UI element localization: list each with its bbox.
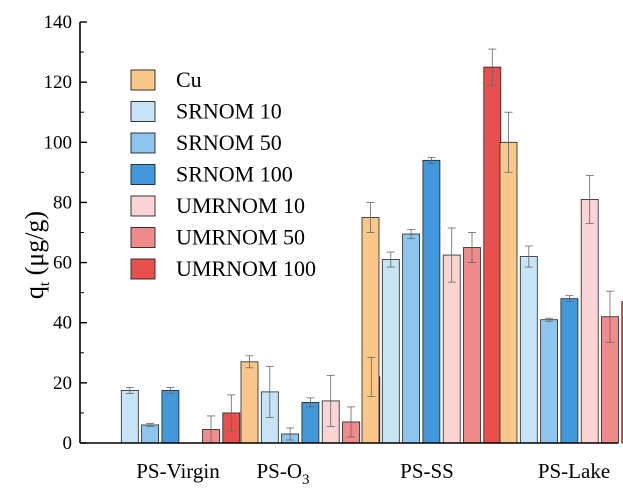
bar-2-4 (442, 254, 461, 444)
error-bars (125, 48, 614, 444)
y-tick-label-40: 40 (53, 313, 72, 334)
error-bar-3-4 (585, 174, 594, 224)
legend-swatch-4 (130, 195, 156, 217)
error-bar-2-2 (407, 229, 416, 239)
error-bar-0-3 (166, 386, 175, 394)
bar-1-0 (240, 361, 259, 444)
legend-swatch-3 (130, 164, 156, 185)
bar-2-0 (361, 217, 380, 444)
error-bar-1-6 (367, 356, 376, 397)
bar-3-2 (540, 319, 558, 444)
error-bar-3-5 (606, 290, 614, 343)
legend-swatch-5 (130, 227, 156, 248)
bar-3-3 (560, 298, 579, 444)
legend-label-1: SRNOM 10 (176, 99, 282, 124)
error-bar-3-0 (504, 111, 513, 173)
legend-swatch-0 (130, 69, 156, 91)
y-tick-label-20: 20 (53, 373, 72, 394)
y-ticks: 0 20 40 60 80 100 120 140 (44, 12, 87, 454)
error-bar-2-0 (366, 202, 375, 233)
error-bar-1-4 (326, 374, 335, 427)
x-category-label-1: PS-O3 (256, 459, 309, 488)
error-bar-1-1 (265, 365, 274, 418)
legend-swatch-2 (130, 132, 156, 154)
error-bar-1-5 (347, 406, 355, 438)
legend-label-5: UMRNOM 50 (176, 225, 305, 250)
y-tick-label-140: 140 (44, 12, 73, 33)
error-bar-1-0 (245, 355, 254, 369)
bar-3-4 (580, 199, 599, 444)
error-bar-3-3 (565, 295, 574, 303)
error-bar-2-3 (427, 156, 436, 164)
bar-2-1 (381, 259, 400, 444)
error-bar-2-6 (488, 48, 497, 86)
bar-1-3 (301, 402, 320, 444)
error-bar-0-2 (146, 423, 155, 427)
bar-0-3 (161, 389, 180, 444)
error-bar-0-1 (125, 386, 134, 394)
bar-3-0 (499, 141, 518, 444)
y-tick-label-120: 120 (44, 72, 73, 93)
y-tick-label-80: 80 (53, 192, 72, 213)
x-category-label-2: PS-SS (400, 459, 454, 483)
legend-label-3: SRNOM 100 (176, 162, 293, 187)
x-category-label-3: PS-Lake (538, 459, 610, 483)
bar-3-6 (621, 301, 623, 444)
error-bar-2-5 (468, 232, 476, 263)
y-axis-label: qt (μg/g) (20, 211, 53, 299)
legend-swatch-6 (130, 258, 156, 280)
legend-label-0: Cu (176, 67, 202, 92)
error-bar-3-2 (545, 317, 554, 322)
bar-2-5 (463, 247, 481, 444)
legend-label-6: UMRNOM 100 (176, 256, 316, 281)
bar-0-2 (141, 424, 160, 444)
legend-label-2: SRNOM 50 (176, 130, 282, 155)
bar-2-2 (402, 233, 421, 444)
bar-2-6 (483, 66, 502, 444)
y-tick-label-0: 0 (63, 433, 73, 454)
error-bar-1-2 (286, 427, 295, 441)
bar-2-3 (422, 159, 441, 444)
x-category-label-0: PS-Virgin (136, 459, 220, 483)
x-categories: PS-Virgin PS-O3 PS-SS PS-Lake (136, 459, 610, 488)
legend-swatch-1 (130, 101, 156, 122)
error-bar-2-1 (386, 251, 395, 268)
error-bar-0-6 (227, 394, 236, 432)
legend: Cu SRNOM 10 SRNOM 50 SRNOM 100 UMRNOM 10 UMRN… (130, 67, 316, 281)
y-tick-label-60: 60 (53, 253, 72, 274)
y-tick-label-100: 100 (44, 132, 73, 153)
error-bar-2-4 (447, 227, 456, 283)
legend-label-4: UMRNOM 10 (176, 193, 305, 218)
error-bar-1-3 (306, 397, 315, 408)
bar-3-1 (519, 256, 538, 444)
bars (120, 66, 623, 444)
error-bar-3-1 (524, 245, 533, 268)
bar-0-1 (120, 389, 139, 444)
